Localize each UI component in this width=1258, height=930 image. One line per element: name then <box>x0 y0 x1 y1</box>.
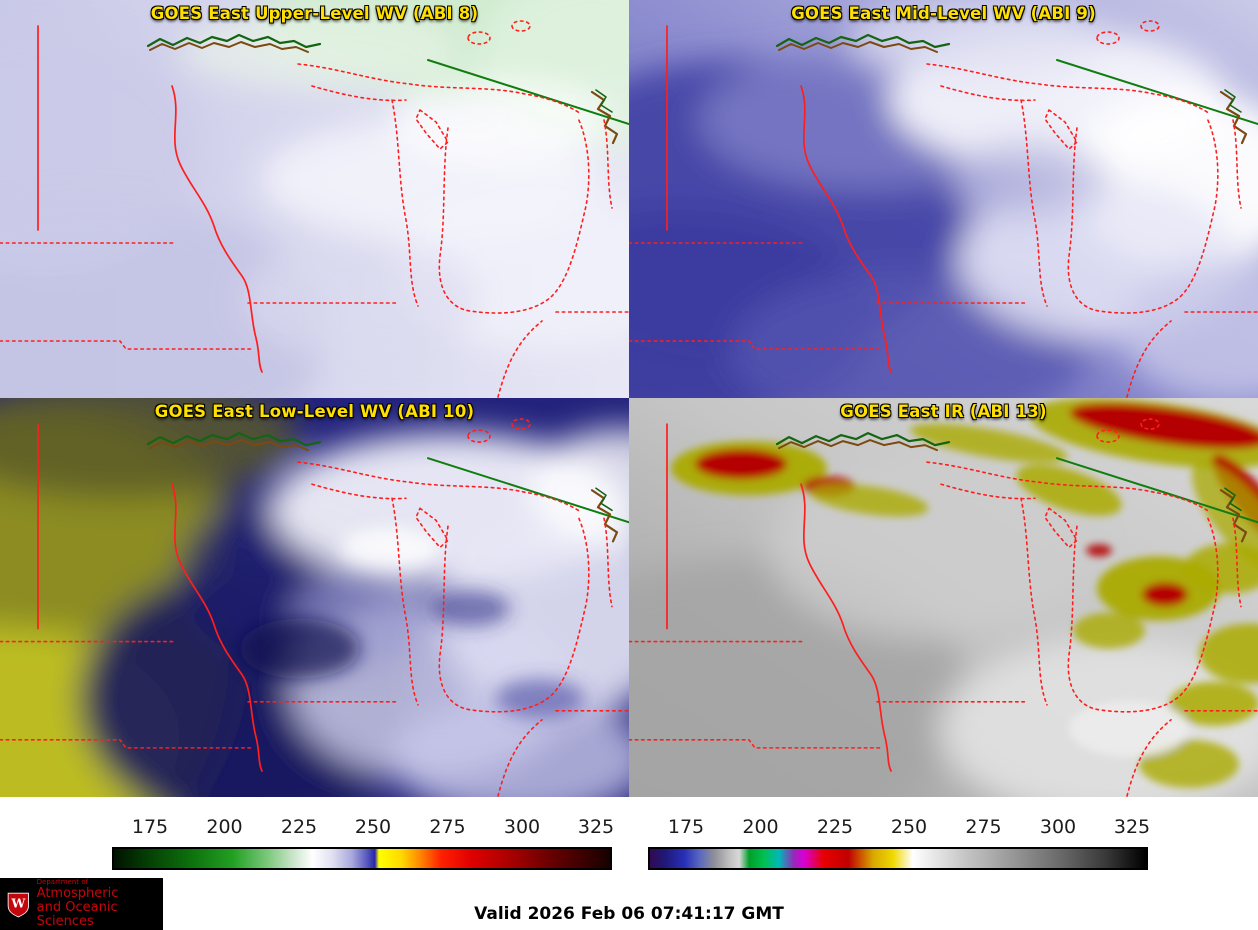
uw-aos-logo: W Department of Atmospheric and Oceanic … <box>0 878 163 930</box>
tick-label: 275 <box>429 816 466 838</box>
tick-label: 225 <box>816 816 854 838</box>
tick-label: 250 <box>354 816 392 838</box>
panel-abi13: GOES East IR (ABI 13) <box>629 398 1258 797</box>
logo-dept-label: Department of <box>36 877 88 886</box>
tick-label: 175 <box>131 816 169 838</box>
ir-colorbar: 175 200 225 250 275 300 325 <box>648 816 1151 870</box>
wv-colorbar-ticks: 175 200 225 250 275 300 325 <box>112 816 615 844</box>
panel-abi10: GOES East Low-Level WV (ABI 10) <box>0 398 629 797</box>
satellite-image-low-level-wv <box>0 398 629 797</box>
satellite-image-mid-level-wv <box>629 0 1258 398</box>
tick-label: 275 <box>965 816 1002 838</box>
crest-letter: W <box>10 895 26 910</box>
tick-label: 325 <box>1113 816 1151 838</box>
panel-abi8: GOES East Upper-Level WV (ABI 8) <box>0 0 629 398</box>
wv-colorbar-gradient <box>112 847 612 870</box>
tick-label: 300 <box>503 816 541 838</box>
panel-abi9: GOES East Mid-Level WV (ABI 9) <box>629 0 1258 398</box>
panel-grid: GOES East Upper-Level WV (ABI 8) <box>0 0 1258 797</box>
tick-label: 225 <box>280 816 318 838</box>
satellite-image-ir <box>629 398 1258 797</box>
tick-label: 325 <box>577 816 615 838</box>
tick-label: 300 <box>1039 816 1077 838</box>
ir-colorbar-gradient <box>648 847 1148 870</box>
logo-name-line1: Atmospheric <box>36 886 119 902</box>
ir-colorbar-ticks: 175 200 225 250 275 300 325 <box>648 816 1151 844</box>
tick-label: 175 <box>667 816 705 838</box>
tick-label: 200 <box>206 816 243 838</box>
wv-colorbar: 175 200 225 250 275 300 325 <box>112 816 615 870</box>
tick-label: 200 <box>742 816 779 838</box>
logo-text: Department of Atmospheric and Oceanic Sc… <box>36 877 156 930</box>
satellite-image-upper-level-wv <box>0 0 629 398</box>
tick-label: 250 <box>890 816 928 838</box>
logo-name-line2: and Oceanic Sciences <box>36 900 118 930</box>
uw-crest-icon: W <box>7 892 29 917</box>
valid-time-label: Valid 2026 Feb 06 07:41:17 GMT <box>474 904 784 924</box>
